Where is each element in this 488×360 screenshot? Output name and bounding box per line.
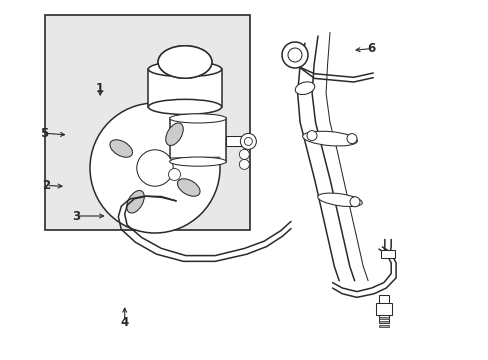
- Ellipse shape: [165, 123, 183, 145]
- Circle shape: [239, 159, 249, 170]
- Circle shape: [240, 134, 256, 149]
- Text: 4: 4: [121, 316, 128, 329]
- Ellipse shape: [317, 193, 362, 207]
- Ellipse shape: [158, 46, 211, 78]
- Text: 3: 3: [72, 210, 80, 222]
- Bar: [169, 118, 226, 162]
- Text: 5: 5: [40, 127, 48, 140]
- Ellipse shape: [126, 190, 144, 213]
- Text: 1: 1: [96, 82, 104, 95]
- Text: 2: 2: [42, 179, 50, 192]
- Text: 6: 6: [367, 42, 375, 55]
- Ellipse shape: [177, 179, 200, 196]
- Circle shape: [137, 150, 173, 186]
- Ellipse shape: [158, 46, 211, 78]
- Circle shape: [168, 168, 180, 180]
- Circle shape: [349, 197, 359, 207]
- Ellipse shape: [302, 131, 357, 146]
- Bar: [378, 295, 388, 323]
- Bar: [378, 317, 388, 319]
- Ellipse shape: [169, 114, 226, 123]
- Bar: [378, 321, 388, 323]
- Bar: [378, 325, 388, 327]
- Ellipse shape: [169, 157, 226, 166]
- Bar: [226, 136, 244, 147]
- Circle shape: [90, 103, 220, 233]
- Ellipse shape: [110, 140, 132, 157]
- Ellipse shape: [148, 99, 221, 114]
- Bar: [375, 303, 391, 315]
- Bar: [380, 250, 394, 258]
- Circle shape: [282, 42, 307, 68]
- Circle shape: [239, 149, 249, 159]
- Ellipse shape: [148, 62, 221, 77]
- Bar: [148, 69, 221, 107]
- Circle shape: [287, 48, 302, 62]
- Ellipse shape: [295, 82, 314, 95]
- Circle shape: [346, 134, 356, 144]
- Circle shape: [306, 131, 316, 141]
- Bar: [45, 15, 249, 230]
- Circle shape: [244, 138, 252, 145]
